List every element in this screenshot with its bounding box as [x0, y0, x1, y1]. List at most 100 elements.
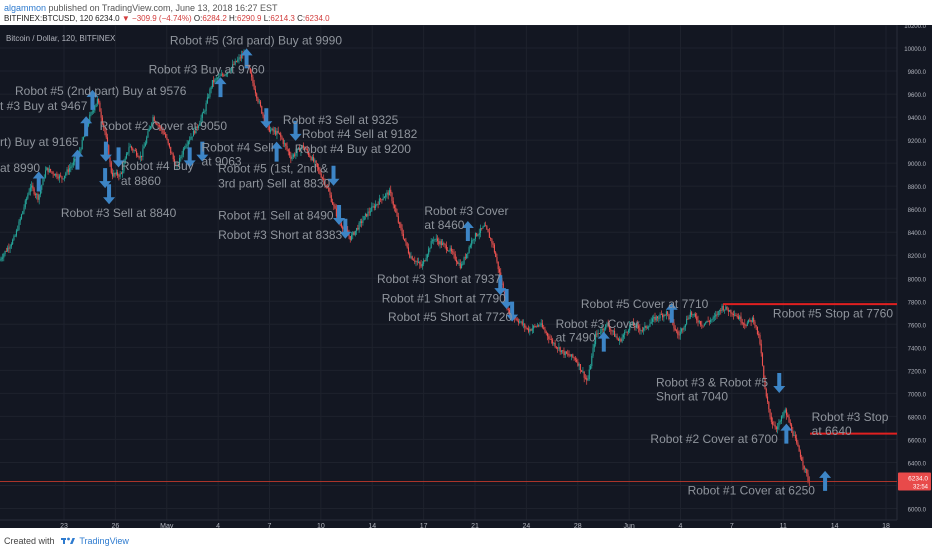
candle — [804, 467, 807, 473]
candle — [763, 365, 765, 379]
candle — [692, 314, 694, 319]
candle — [139, 151, 141, 162]
last-price: 6234.0 — [95, 14, 120, 23]
candle — [94, 105, 96, 113]
price-tick-label: 8200.0 — [908, 254, 927, 260]
candle — [310, 156, 312, 162]
price-tick-label: 6400.0 — [908, 461, 927, 467]
candle — [682, 327, 684, 334]
candle — [552, 337, 554, 346]
candle — [436, 235, 439, 245]
candle — [481, 227, 483, 231]
tradingview-logo-icon — [61, 537, 76, 544]
candle — [201, 111, 203, 122]
candle — [185, 143, 187, 149]
price-tick-label: 7200.0 — [908, 369, 927, 375]
candle — [361, 218, 363, 228]
arrow-up-icon — [597, 331, 610, 352]
candle — [730, 309, 732, 317]
candle — [271, 127, 273, 131]
candle — [587, 375, 589, 382]
candle — [760, 339, 762, 357]
candle — [53, 173, 55, 176]
candle — [161, 126, 163, 134]
candle — [449, 245, 451, 254]
candle — [156, 121, 158, 126]
candle — [262, 112, 264, 119]
candle — [472, 238, 474, 244]
candle — [545, 330, 547, 336]
candle — [377, 201, 379, 209]
candle — [124, 156, 126, 164]
candle — [328, 183, 330, 192]
candle — [784, 407, 786, 414]
candle — [716, 311, 718, 319]
candle — [141, 155, 143, 161]
candle — [223, 73, 225, 78]
candle — [37, 192, 39, 203]
high-value: 6290.9 — [237, 14, 262, 23]
candle — [705, 321, 707, 325]
candle — [592, 343, 594, 358]
candle — [520, 320, 522, 324]
candle — [133, 149, 135, 154]
author-link[interactable]: algammon — [4, 3, 47, 13]
arrow-down-icon — [183, 147, 196, 168]
candle — [529, 326, 531, 336]
candle — [721, 303, 723, 314]
candle — [777, 423, 779, 434]
candle — [286, 142, 288, 152]
candle — [56, 171, 58, 180]
symbol-header: BITFINEX:BTCUSD, 120 6234.0 ▼ −309.9 (−4… — [4, 14, 330, 23]
price-chart[interactable]: 10200.0 10000.0 9800.0 9600.0 9400.0 9200.0 90… — [0, 25, 932, 528]
candle — [99, 100, 101, 112]
candle — [605, 324, 607, 331]
candle — [369, 207, 372, 216]
candle — [229, 68, 231, 74]
trade-annotation-text: Short at 7040 — [656, 389, 728, 403]
candle — [62, 178, 64, 180]
candle — [168, 143, 170, 149]
candle — [383, 196, 385, 199]
candle — [41, 184, 43, 194]
time-tick-label: 17 — [420, 523, 428, 528]
candle — [332, 198, 334, 205]
arrow-up-icon — [780, 423, 793, 444]
candle — [98, 98, 100, 105]
tradingview-link[interactable]: TradingView — [79, 536, 129, 546]
candle — [230, 66, 232, 74]
candle — [569, 353, 571, 357]
candle — [330, 192, 332, 203]
candle — [314, 158, 316, 166]
candle — [321, 176, 323, 181]
candle — [103, 122, 105, 131]
candle — [417, 257, 420, 264]
candle — [589, 364, 592, 370]
candle — [239, 54, 241, 61]
candle — [162, 127, 164, 136]
candle — [466, 253, 468, 260]
candle — [61, 175, 63, 183]
candle — [363, 215, 365, 221]
candle — [755, 324, 757, 331]
candle — [234, 58, 236, 66]
candle — [554, 339, 556, 349]
candle — [458, 259, 460, 266]
candle — [283, 139, 286, 148]
candle — [399, 221, 401, 228]
candle — [442, 238, 444, 246]
candle — [261, 105, 263, 115]
time-tick-label: 14 — [831, 523, 839, 528]
candle — [329, 187, 331, 198]
candle — [713, 312, 715, 322]
candle — [708, 319, 710, 326]
candle — [36, 192, 38, 200]
candle — [278, 132, 281, 135]
candle — [765, 387, 767, 399]
candle — [686, 315, 688, 326]
candle — [768, 401, 770, 413]
candle — [629, 321, 631, 334]
candle — [582, 367, 584, 374]
candle — [311, 155, 313, 161]
candle — [430, 238, 432, 249]
